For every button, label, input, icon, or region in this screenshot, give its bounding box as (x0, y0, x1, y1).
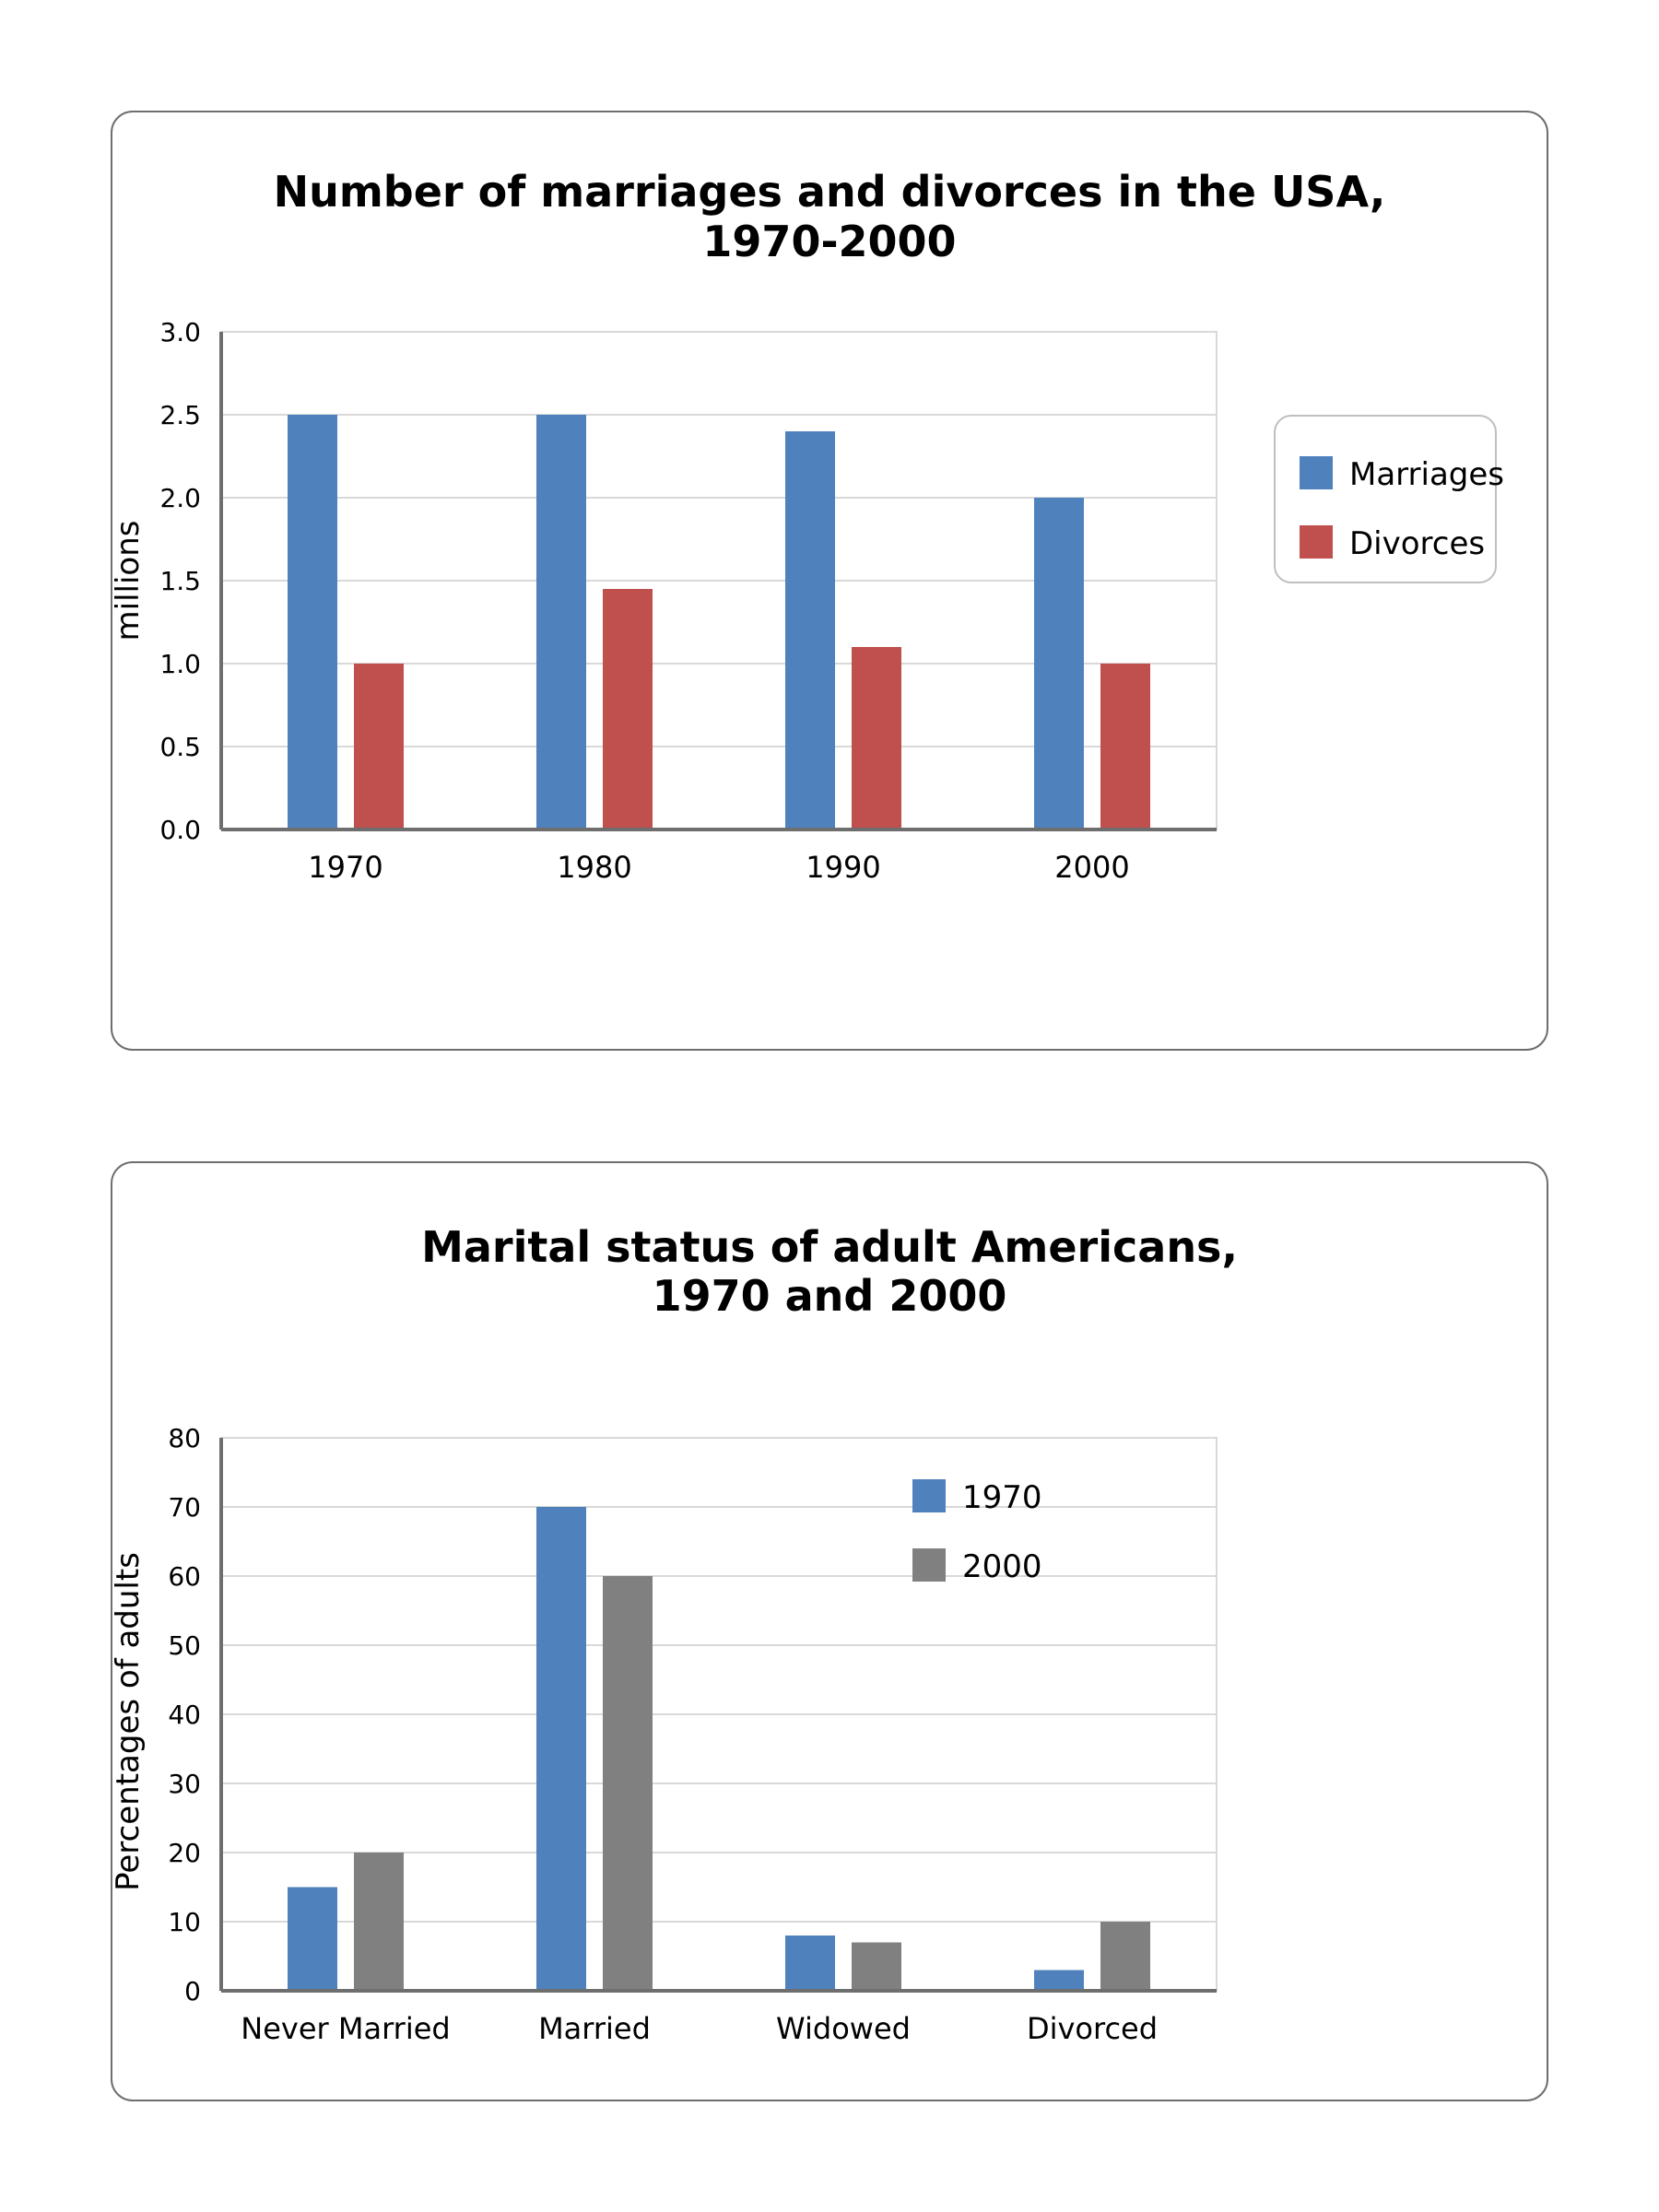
x-tick-label: 1990 (806, 850, 880, 885)
bar-1970-never-married (288, 1887, 337, 1991)
chart-1-x-ticks: 1970 1980 1990 2000 (308, 850, 1129, 885)
y-tick-label: 60 (168, 1561, 201, 1592)
legend-swatch (1300, 456, 1333, 489)
chart-2: Marital status of adult Americans, 1970 … (110, 1222, 1238, 2046)
chart-2-x-ticks: Never Married Married Widowed Divorced (241, 2011, 1158, 2046)
y-tick-label: 2.5 (159, 400, 201, 430)
chart-1-bars (221, 415, 1217, 831)
y-tick-label: 70 (168, 1492, 201, 1523)
chart-2-y-ticks: 0 10 20 30 40 50 60 70 80 (168, 1423, 201, 2006)
y-tick-label: 1.5 (159, 566, 201, 596)
bar-divorces-1970 (354, 664, 404, 830)
legend-swatch (912, 1548, 946, 1582)
y-tick-label: 0.0 (159, 815, 201, 845)
chart-1-title-line-2: 1970-2000 (702, 217, 956, 266)
bar-1970-widowed (785, 1936, 835, 1991)
bar-2000-never-married (354, 1853, 404, 1991)
x-tick-label: Divorced (1027, 2011, 1158, 2046)
chart-2-title-line-2: 1970 and 2000 (653, 1271, 1007, 1321)
bar-marriages-2000 (1034, 498, 1084, 830)
bar-2000-widowed (852, 1942, 901, 1991)
legend-swatch (1300, 525, 1333, 559)
chart-1-legend-box (1274, 415, 1497, 583)
legend-label: Marriages (1349, 456, 1504, 493)
x-tick-label: 2000 (1054, 850, 1129, 885)
y-tick-label: 20 (168, 1838, 201, 1868)
bar-1970-married (536, 1507, 586, 1991)
y-tick-label: 0.5 (159, 732, 201, 762)
chart-1-title-line-1: Number of marriages and divorces in the … (274, 167, 1386, 217)
y-tick-label: 2.0 (159, 483, 201, 513)
bar-marriages-1970 (288, 415, 337, 830)
bar-2000-married (603, 1576, 653, 1991)
chart-2-legend: 1970 2000 (912, 1479, 1042, 1585)
chart-1-y-ticks: 0.0 0.5 1.0 1.5 2.0 2.5 3.0 (159, 317, 201, 845)
y-tick-label: 10 (168, 1907, 201, 1937)
y-tick-label: 80 (168, 1423, 201, 1453)
chart-2-y-axis-label: Percentages of adults (110, 1552, 147, 1891)
x-tick-label: 1970 (308, 850, 382, 885)
y-tick-label: 3.0 (159, 317, 201, 347)
bar-divorces-1990 (852, 647, 901, 830)
y-tick-label: 40 (168, 1700, 201, 1730)
legend-label: 1970 (962, 1479, 1042, 1516)
chart-1-legend: Marriages Divorces (1300, 456, 1504, 562)
bar-1970-divorced (1034, 1970, 1084, 1991)
x-tick-label: Widowed (776, 2011, 911, 2046)
bar-divorces-2000 (1100, 664, 1150, 830)
chart-2-title-line-1: Marital status of adult Americans, (421, 1222, 1238, 1272)
x-tick-label: Married (538, 2011, 651, 2046)
chart-1-y-axis-label: millions (110, 521, 147, 641)
legend-label: Divorces (1349, 525, 1485, 562)
y-tick-label: 0 (184, 1976, 201, 2006)
x-tick-label: Never Married (241, 2011, 450, 2046)
bar-2000-divorced (1100, 1922, 1150, 1991)
bar-marriages-1990 (785, 431, 835, 830)
legend-swatch (912, 1479, 946, 1512)
chart-2-bars (221, 1507, 1217, 1993)
bar-divorces-1980 (603, 589, 653, 830)
y-tick-label: 30 (168, 1769, 201, 1799)
y-tick-label: 1.0 (159, 649, 201, 679)
x-tick-label: 1980 (557, 850, 631, 885)
legend-label: 2000 (962, 1548, 1042, 1585)
bar-marriages-1980 (536, 415, 586, 830)
chart-1: Number of marriages and divorces in the … (110, 167, 1504, 885)
y-tick-label: 50 (168, 1630, 201, 1661)
